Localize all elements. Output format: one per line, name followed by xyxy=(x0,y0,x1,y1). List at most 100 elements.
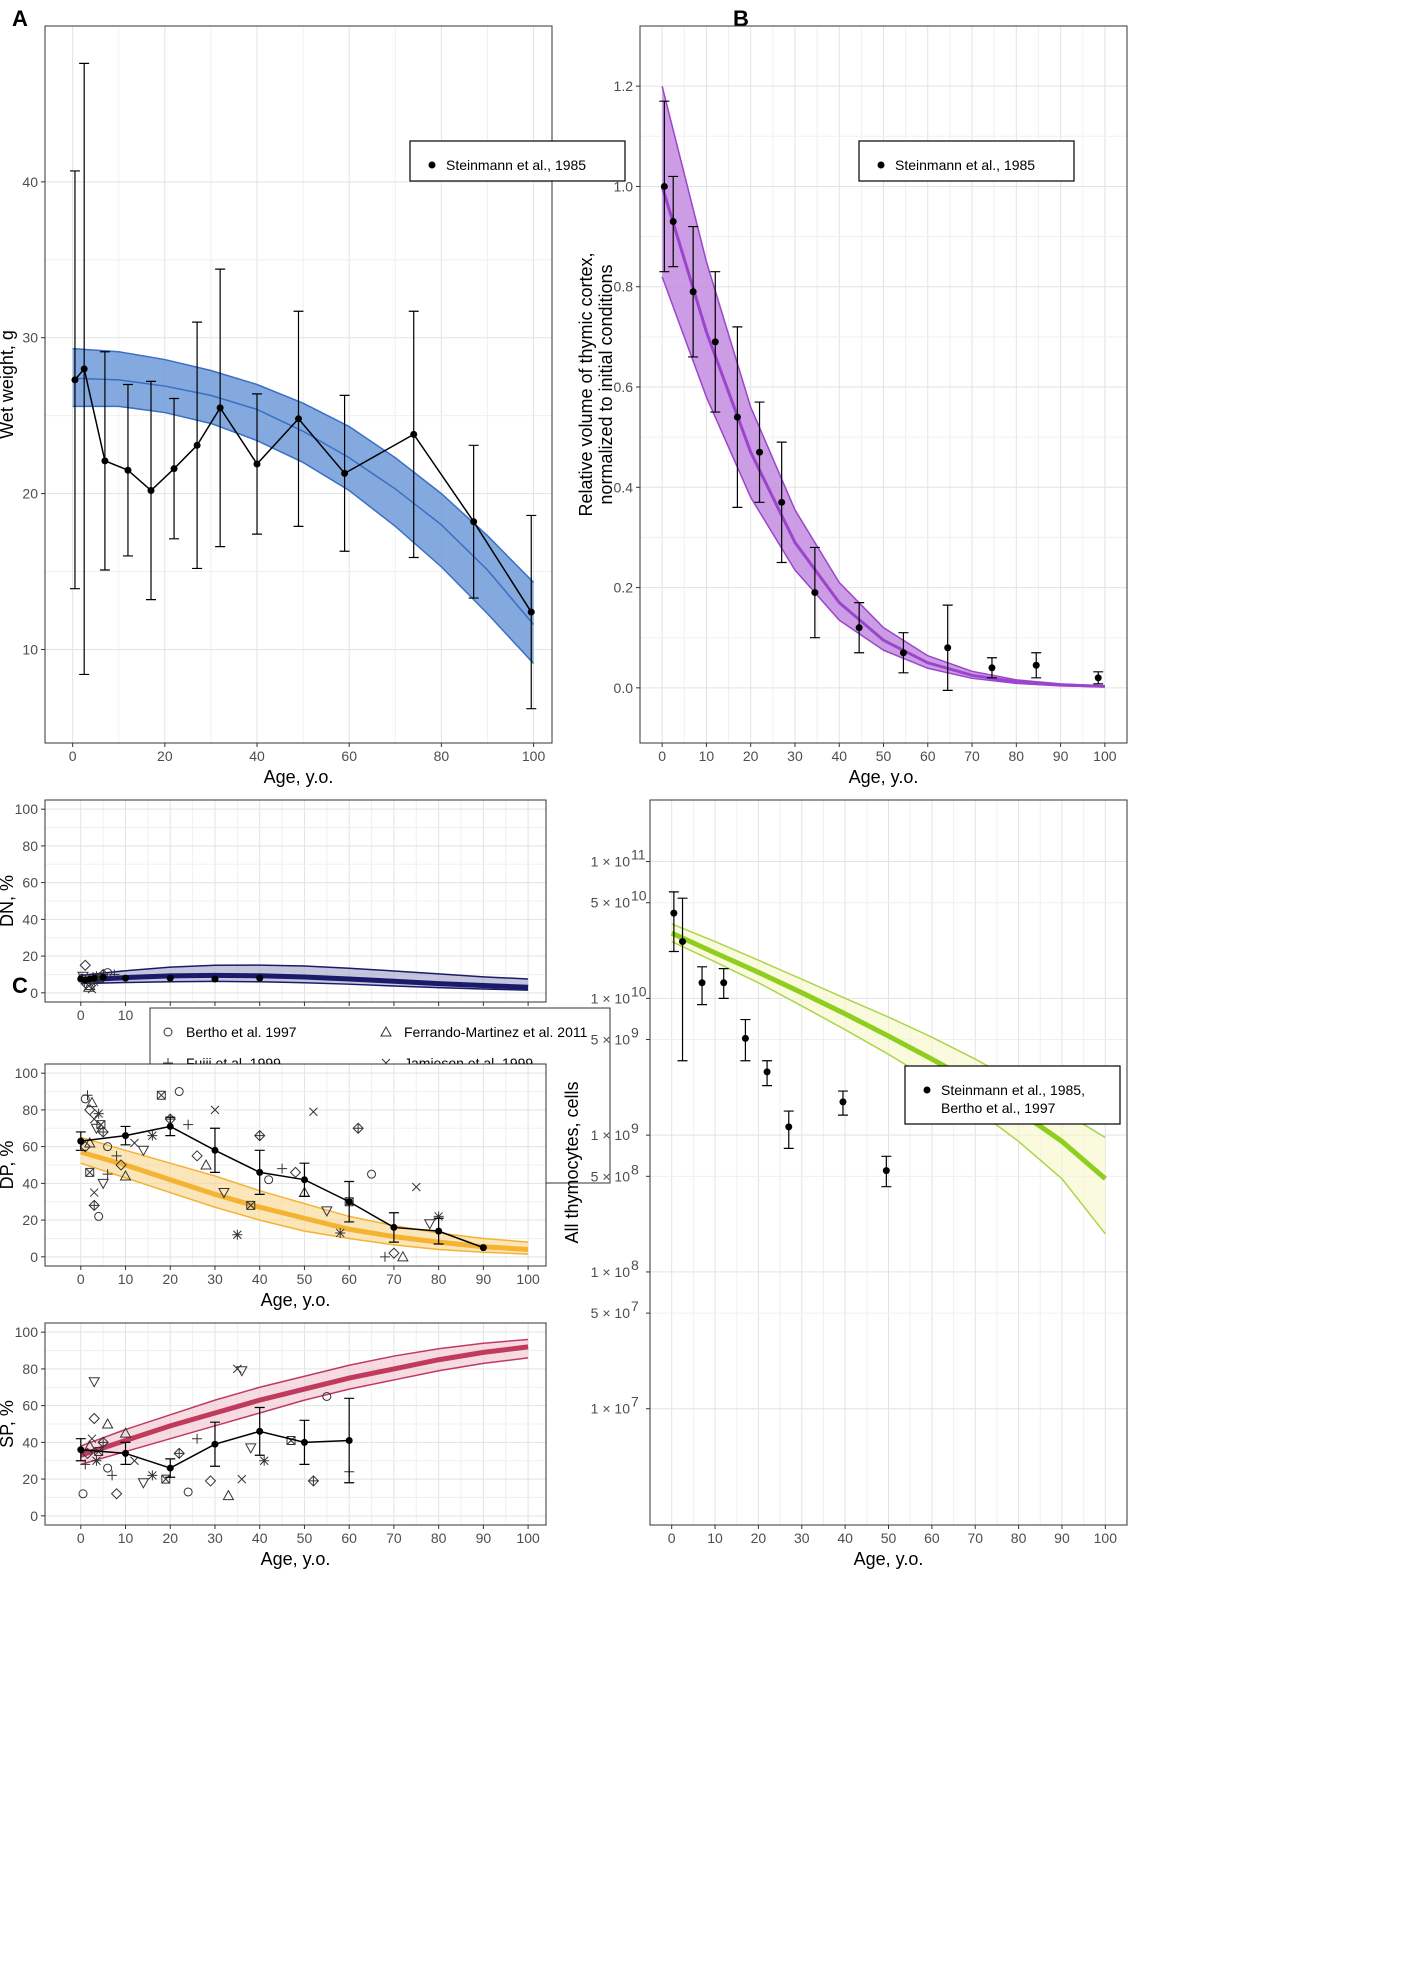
panel-c2-frame xyxy=(44,1063,547,1267)
panel-c2-scatter-marker xyxy=(88,1199,100,1212)
panel-d-observed-point xyxy=(720,979,728,987)
panel-c2-xtick-label: 60 xyxy=(341,1271,357,1287)
panel-c1-ytick-label: 80 xyxy=(22,838,38,854)
panel-c2-ytick-label: 80 xyxy=(22,1102,38,1118)
panel-c2-observed-point xyxy=(435,1227,443,1235)
panel-c2-scatter-marker xyxy=(210,1105,220,1115)
panel-b-xtick-label: 30 xyxy=(787,748,803,764)
panel-c3-xtick-label: 90 xyxy=(476,1530,492,1546)
panel-d-legend-text: Bertho et al., 1997 xyxy=(941,1100,1056,1116)
panel-c2-xtick-label: 20 xyxy=(162,1271,178,1287)
panel-a-legend-box xyxy=(409,140,626,182)
panel-b-model-upper xyxy=(661,85,1105,687)
panel-d-ytick-exponent: 10 xyxy=(631,983,647,999)
panel-c3-scatter-marker xyxy=(161,1474,171,1484)
panel-c1-model-lower xyxy=(80,980,529,991)
panel-b-observed-point xyxy=(988,664,996,672)
panel-c2-ylabel: DP, % xyxy=(0,1141,17,1190)
panel-c3-ytick-label: 100 xyxy=(15,1324,39,1340)
panel-b-observed-point xyxy=(944,644,952,652)
panel-b-xlabel: Age, y.o. xyxy=(849,767,919,787)
panel-c2-observed-point xyxy=(166,1122,174,1130)
panel-b-observed-point xyxy=(811,589,819,597)
panel-c2-scatter-marker xyxy=(115,1159,127,1171)
panel-label-b: B xyxy=(733,6,749,31)
panel-c2-scatter-marker xyxy=(82,1090,93,1101)
panel-c3-model-band xyxy=(80,1339,529,1465)
panel-b-observed-point xyxy=(778,498,786,506)
panel-a: 0 20 40 60 80 100 10 20 30 40 Age, y.o. Wet weight,… xyxy=(0,25,626,787)
panel-c3-scatter-marker xyxy=(87,1434,97,1444)
panel-a-legend: Steinmann et al., 1985 xyxy=(409,140,626,182)
panel-c2-scatter-marker xyxy=(174,1087,184,1097)
panel-b-xtick-label: 50 xyxy=(876,748,892,764)
panel-c2-observed-point xyxy=(345,1198,353,1206)
panel-c2-scatter-marker xyxy=(130,1138,139,1148)
panel-c3-xtick-label: 80 xyxy=(431,1530,447,1546)
panel-c3-scatter-marker xyxy=(137,1478,150,1489)
panel-c1-observed-point xyxy=(90,974,98,982)
panel-a-xtick-label: 20 xyxy=(157,748,173,764)
panel-c2-scatter-marker xyxy=(156,1090,166,1100)
panel-c1-xtick-label: 10 xyxy=(118,1007,134,1023)
panel-a-xlabel: Age, y.o. xyxy=(264,767,334,787)
panel-c3-xtick-label: 50 xyxy=(297,1530,313,1546)
panel-b-xtick-label: 0 xyxy=(658,748,666,764)
panel-a-xtick-label: 60 xyxy=(341,748,357,764)
panel-b-ytick-label: 0.6 xyxy=(614,379,634,395)
panel-c2-scatter-marker xyxy=(93,1108,104,1119)
panel-d-ytick-label: 1 × 10 xyxy=(591,1264,631,1280)
panel-c3-scatter-marker xyxy=(235,1366,248,1377)
panel-b-observed-point xyxy=(733,413,741,421)
panel-a-xtick-label: 40 xyxy=(249,748,265,764)
panel-d-observed-point xyxy=(741,1034,749,1042)
panel-c3-xtick-label: 20 xyxy=(162,1530,178,1546)
panel-c2-xtick-label: 40 xyxy=(252,1271,268,1287)
panel-a-xtick-label: 0 xyxy=(69,748,77,764)
panel-a-xtick-label: 80 xyxy=(434,748,450,764)
panel-c3-model-lower xyxy=(80,1357,529,1466)
panel-c3-scatter-marker xyxy=(88,1412,100,1425)
panel-d-ytick-label: 5 × 10 xyxy=(591,895,631,911)
panel-b-xtick-label: 20 xyxy=(743,748,759,764)
panel-c2-scatter-marker xyxy=(277,1163,288,1174)
panel-d-ytick-label: 5 × 10 xyxy=(591,1168,631,1184)
panel-c2: 0 10 20 30 40 50 60 70 80 90 100 0 20 40 60 80 100 Age, y… xyxy=(0,1063,547,1310)
panel-d-ytick-exponent: 9 xyxy=(631,1025,639,1041)
panel-d-observed-point xyxy=(763,1068,771,1076)
panel-c1-legend-marker xyxy=(163,1027,173,1037)
panel-d-observed-point xyxy=(679,938,687,946)
panel-b-observed-point xyxy=(756,448,764,456)
panel-c2-scatter-marker xyxy=(97,1126,109,1138)
panel-c2-scatter-marker xyxy=(79,1140,91,1153)
panel-a-observed-point xyxy=(147,486,155,494)
panel-c1-scatter-marker xyxy=(109,969,120,980)
panel-c1-observed-point xyxy=(122,974,130,982)
panel-b-xtick-label: 40 xyxy=(831,748,847,764)
panel-d-xtick-label: 80 xyxy=(1011,1530,1027,1546)
panel-c2-ytick-label: 0 xyxy=(30,1249,38,1265)
panel-b-ylabel: Relative volume of thymic cortex, xyxy=(576,252,596,516)
panel-c2-scatter-marker xyxy=(111,1150,122,1161)
panel-d-observed-point xyxy=(839,1098,847,1106)
panel-c3-ylabel: SP, % xyxy=(0,1400,17,1448)
panel-c2-scatter-marker xyxy=(89,1188,99,1197)
panel-c3-ytick-label: 40 xyxy=(22,1434,38,1450)
panel-c3-observed-point xyxy=(211,1440,219,1448)
panel-c2-scatter-marker xyxy=(246,1200,256,1210)
panel-c1-ytick-label: 0 xyxy=(30,985,38,1001)
panel-d-xtick-label: 50 xyxy=(881,1530,897,1546)
panel-d-errorbar xyxy=(668,891,679,953)
panel-a-observed-point xyxy=(253,460,261,468)
panel-c3-xtick-label: 10 xyxy=(118,1530,134,1546)
panel-c3-scatter-marker xyxy=(222,1489,235,1501)
panel-c3-scatter-marker xyxy=(107,1470,118,1481)
panel-c2-observed-point xyxy=(256,1168,264,1176)
panel-c3-model-upper xyxy=(80,1338,529,1447)
panel-d-legend: Steinmann et al., 1985, Bertho et al., 19… xyxy=(904,1065,1121,1125)
panel-c2-scatter-marker xyxy=(84,1104,96,1116)
panel-d-xlabel: Age, y.o. xyxy=(854,1549,924,1569)
panel-c1-model-mean xyxy=(80,972,529,990)
